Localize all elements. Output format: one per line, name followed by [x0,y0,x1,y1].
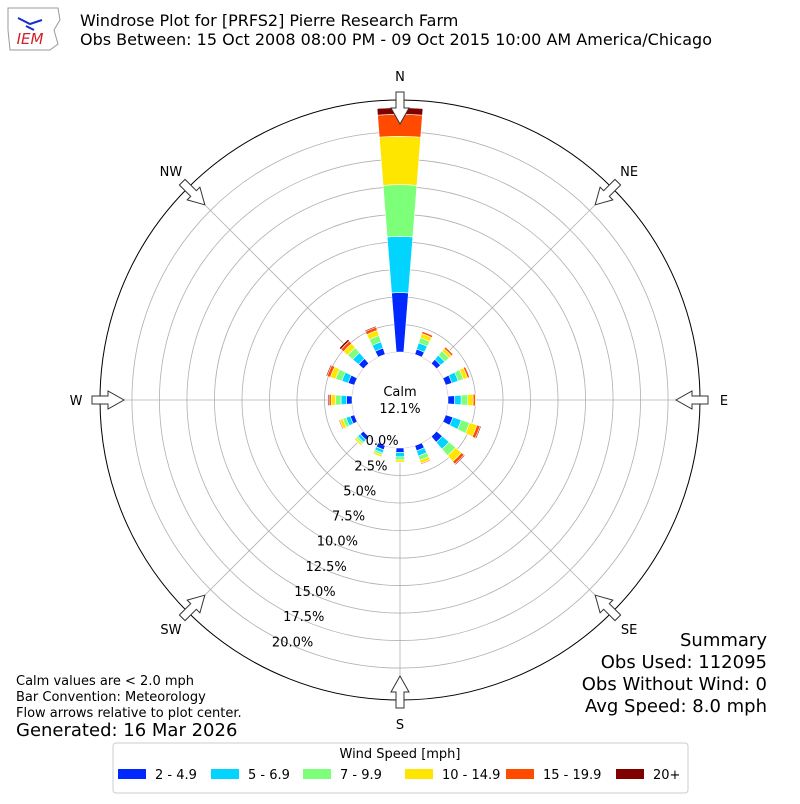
bar-segment [328,394,329,405]
r-tick-label: 12.5% [305,560,346,575]
flow-arrow [676,391,708,409]
bar-segment [346,396,352,404]
legend-label: 2 - 4.9 [155,768,197,783]
direction-label: SW [160,623,181,638]
r-tick-label: 17.5% [283,610,324,625]
bar-segment [396,452,405,457]
direction-label: NW [160,165,183,180]
note: Calm values are < 2.0 mph [16,674,194,689]
summary: Obs Without Wind: 0 [582,674,767,695]
generated: Generated: 16 Mar 2026 [16,720,237,741]
r-tick-label: 0.0% [366,434,399,449]
flow-arrow [391,676,409,708]
calm-value: 12.1% [379,402,420,417]
bar-segment [468,394,474,406]
bar-segment [392,293,409,353]
r-tick-label: 2.5% [354,459,387,474]
legend-label: 5 - 6.9 [248,768,290,783]
radial-grid-line [434,434,612,612]
bar-segment [387,236,413,292]
note: Flow arrows relative to plot center. [16,706,242,721]
logo-text: IEM [17,30,44,48]
logo: IEM [8,8,60,50]
chart-subtitle: Obs Between: 15 Oct 2008 08:00 PM - 09 O… [80,30,712,49]
radial-grid-line [188,188,366,366]
legend-label: 10 - 14.9 [442,768,500,783]
legend-label: 15 - 19.9 [543,768,601,783]
legend-swatch [616,769,644,779]
legend-swatch [405,769,433,779]
bar-segment [395,457,404,460]
direction-label: SE [621,623,637,638]
legend-swatch [303,769,331,779]
bar-segment [454,395,461,405]
direction-label: NE [620,165,638,180]
bar-segment [448,396,455,405]
bar-segment [379,136,420,185]
direction-label: N [395,70,405,85]
bar-segment [331,395,336,406]
r-tick-label: 20.0% [272,635,313,650]
direction-label: E [720,394,728,409]
direction-label: W [70,394,83,409]
summary: Summary [680,630,767,651]
flow-arrow [92,391,124,409]
bar-segment [335,395,341,405]
legend-swatch [211,769,239,779]
calm-label: Calm [383,385,416,400]
r-tick-label: 10.0% [317,535,358,550]
legend-title: Wind Speed [mph] [340,747,461,762]
legend-label: 20+ [653,768,680,783]
bar-segment [461,395,468,406]
bar-segment [383,185,417,237]
radial-grid-line [434,188,612,366]
r-tick-label: 15.0% [294,585,335,600]
summary: Obs Used: 112095 [601,652,767,673]
chart-title: Windrose Plot for [PRFS2] Pierre Researc… [80,11,458,30]
note: Bar Convention: Meteorology [16,690,206,705]
legend-swatch [118,769,146,779]
legend-swatch [506,769,534,779]
r-tick-label: 5.0% [343,484,376,499]
bar-segment [341,395,347,404]
r-tick-label: 7.5% [332,510,365,525]
legend-label: 7 - 9.9 [340,768,382,783]
summary: Avg Speed: 8.0 mph [585,696,767,717]
direction-label: S [396,718,404,733]
